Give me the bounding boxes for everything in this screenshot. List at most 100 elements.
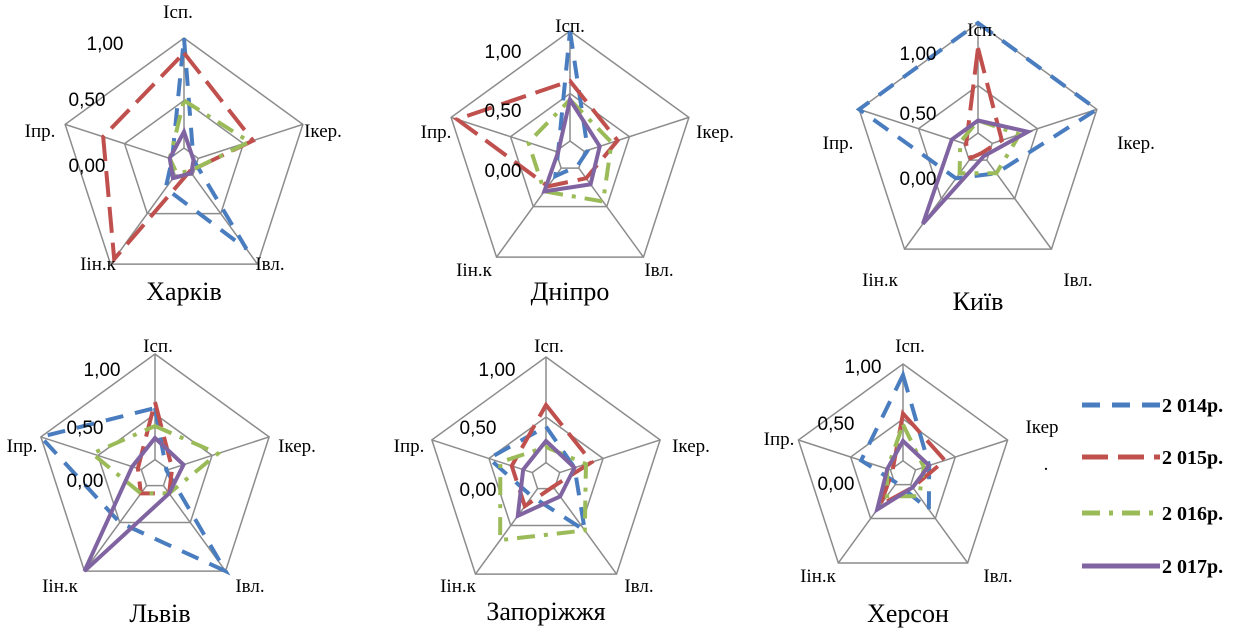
series-line-2014р. xyxy=(163,37,249,251)
radar-chart-6: Ісп. Ікер Івл. Іін.к Іпр. 1,00 0,50 0,00 Херсон xyxy=(764,336,1059,628)
grid-ring-1 xyxy=(849,418,957,520)
legend-label: 2 014р. xyxy=(1162,395,1223,417)
axis-label: Іпр. xyxy=(764,429,795,450)
series-line-2016р. xyxy=(88,423,222,496)
axis-label: Ісп. xyxy=(163,2,193,23)
series-line-2017р. xyxy=(541,94,602,194)
series-line-2016р. xyxy=(884,419,927,499)
axis-label: Іін.к xyxy=(800,566,837,587)
axis-label: Іін.к xyxy=(862,270,899,291)
tick-label: 0,50 xyxy=(900,104,937,125)
axis-spoke xyxy=(578,167,645,258)
series-line-2017р. xyxy=(82,435,186,573)
tick-label: 0,00 xyxy=(900,169,937,190)
axis-label: Іін.к xyxy=(42,576,79,597)
grid-ring-2 xyxy=(450,30,690,258)
tick-label: 0,50 xyxy=(460,418,497,439)
chart-title: Харків xyxy=(146,277,221,306)
series-line-2014р. xyxy=(552,30,590,180)
series-line-2017р. xyxy=(167,126,196,181)
axis-label: Ікер. xyxy=(1117,133,1155,154)
radar-chart-5: Ісп. Ікер. Івл. Іін.к Іпр. 1,00 0,50 0,00 Запорі… xyxy=(394,336,710,626)
axis-spoke xyxy=(192,174,259,265)
tick-label: 0,50 xyxy=(67,418,104,439)
axis-spoke xyxy=(495,167,562,258)
tick-label: 0,00 xyxy=(460,480,497,501)
grid-ring-1 xyxy=(917,84,1039,200)
axis-label: Ікер xyxy=(1025,417,1058,438)
series-line-2014р. xyxy=(855,20,1101,181)
axis-label: Івл. xyxy=(983,566,1012,587)
legend-label: 2 015р. xyxy=(1162,447,1223,469)
axis-label: Іін.к xyxy=(456,260,493,281)
axis-label: Іпр. xyxy=(823,133,854,154)
axis-label: Іін.к xyxy=(440,576,477,597)
legend-label: 2 017р. xyxy=(1162,556,1223,578)
chart-title: Київ xyxy=(953,287,1004,316)
axis-label: Івл. xyxy=(255,254,284,275)
chart-title: Запоріжжя xyxy=(486,597,605,626)
tick-label: 0,00 xyxy=(818,474,855,495)
radar-chart-1: Ісп. Ікер. Івл. Іін.к Іпр. 1,00 0,50 0,00 Харків xyxy=(25,2,342,306)
axis-spoke xyxy=(431,439,533,474)
grid-ring-1 xyxy=(509,92,631,208)
series-line-2015р. xyxy=(101,49,257,264)
axis-label: Іпр. xyxy=(25,121,56,142)
axis-spoke xyxy=(450,116,556,153)
grid-ring-inner xyxy=(140,458,170,487)
grid-ring-2 xyxy=(64,37,304,265)
grid-ring-2 xyxy=(797,363,1009,564)
axis-spoke xyxy=(40,436,142,471)
axis-spoke xyxy=(109,174,176,265)
radar-chart-3: Ісп. Ікер. Івл. Іін.к Іпр. 1,00 0,50 0,00 Київ xyxy=(823,20,1155,316)
tick-label: 0,50 xyxy=(69,90,106,111)
tick-label: 1,00 xyxy=(485,42,522,63)
tick-label: 0,00 xyxy=(485,161,522,182)
series-line-2017р. xyxy=(873,437,932,514)
axis-spoke xyxy=(992,108,1098,145)
axis-spoke xyxy=(798,439,891,471)
legend: 2 014р. 2 015р. 2 016р. 2 017р. xyxy=(1082,395,1223,578)
axis-label: Ікер. xyxy=(278,436,316,457)
axis-label: Іпр. xyxy=(421,122,452,143)
legend-label: 2 016р. xyxy=(1162,503,1223,525)
axis-label: Ікер. xyxy=(304,121,342,142)
series-line-2016р. xyxy=(526,96,614,204)
grid-ring-2 xyxy=(430,356,662,575)
series-line-2016р. xyxy=(498,444,588,543)
series-line-2015р. xyxy=(509,401,595,510)
axis-label: Ісп. xyxy=(143,336,173,357)
tick-label: 1,00 xyxy=(84,360,121,381)
axis-label: Ісп. xyxy=(534,336,564,357)
grid-ring-inner xyxy=(531,461,561,490)
chart-title: Львів xyxy=(129,599,190,628)
axis-label: Ісп. xyxy=(967,20,997,41)
axis-label: Івл. xyxy=(644,260,673,281)
series-line-2016р. xyxy=(167,97,254,176)
tick-label: 1,00 xyxy=(479,360,516,381)
axis-spoke xyxy=(910,484,969,564)
axis-label: Ікер. xyxy=(696,122,734,143)
tick-label: 1,00 xyxy=(87,34,124,55)
axis-label-tail: . xyxy=(1044,454,1049,475)
series-line-2016р. xyxy=(957,118,1023,176)
series-line-2015р. xyxy=(452,78,621,189)
axis-label: Іін.к xyxy=(80,254,117,275)
grid-ring-1 xyxy=(123,99,245,215)
axis-label: Ісп. xyxy=(555,16,585,37)
axis-label: Ісп. xyxy=(895,336,925,357)
axis-spoke xyxy=(858,108,964,145)
axis-label: Івл. xyxy=(624,576,653,597)
axis-spoke xyxy=(584,116,690,153)
axis-label: Івл. xyxy=(235,576,264,597)
tick-label: 1,00 xyxy=(900,44,937,65)
axis-spoke xyxy=(83,485,148,572)
axis-label: Івл. xyxy=(1063,270,1092,291)
series-line-2017р. xyxy=(921,118,1034,226)
radar-chart-2: Ісп. Ікер. Івл. Іін.к Іпр. 1,00 0,50 0,00 Дніпро xyxy=(421,16,734,306)
axis-label: Ікер. xyxy=(672,436,710,457)
tick-label: 0,00 xyxy=(67,471,104,492)
grid-ring-2 xyxy=(39,353,271,572)
chart-title: Херсон xyxy=(867,599,949,628)
